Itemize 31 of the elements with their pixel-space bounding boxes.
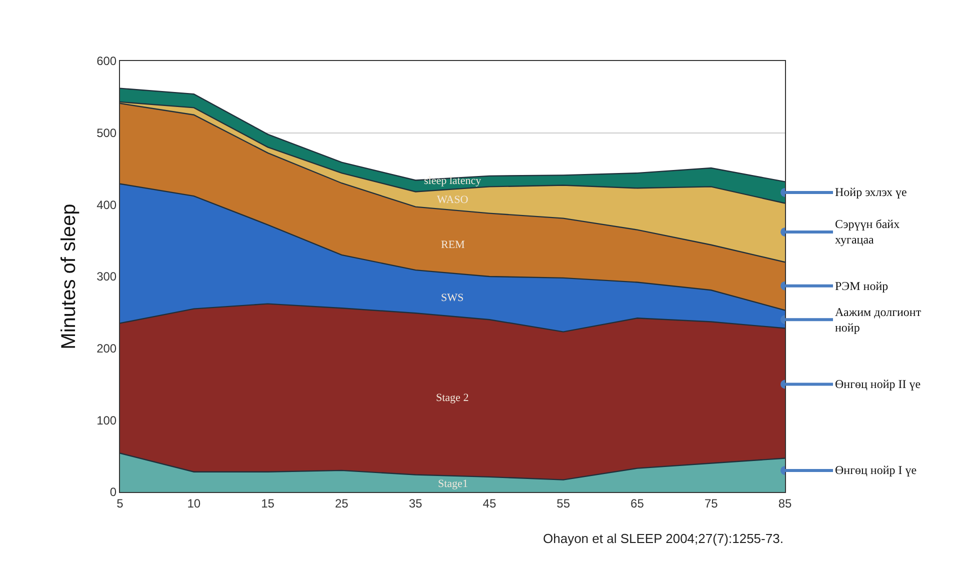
x-tick-label: 75 xyxy=(704,496,718,510)
y-tick-label: 200 xyxy=(96,342,117,356)
x-tick-label: 5 xyxy=(116,496,124,510)
y-tick-label: 400 xyxy=(96,198,117,212)
annotation: Сэрүүн байх хугацаа xyxy=(835,217,900,247)
x-tick-label: 55 xyxy=(556,496,570,510)
y-tick-label: 300 xyxy=(96,270,117,284)
annotation: Аажим долгионт нойр xyxy=(835,305,922,335)
series-label: sleep latency xyxy=(424,175,482,187)
text: Ohayon et al SLEEP 2004;27(7):1255-73. xyxy=(543,531,784,546)
x-tick-label: 25 xyxy=(334,496,349,510)
x-tick-label: 45 xyxy=(482,496,496,510)
x-tick-label: 10 xyxy=(187,496,201,510)
annotation: РЭМ нойр xyxy=(835,279,888,293)
y-tick-label: 500 xyxy=(96,126,117,140)
y-tick-label: 0 xyxy=(110,485,117,500)
series-label: SWS xyxy=(441,292,464,304)
x-tick-label: 85 xyxy=(778,496,792,510)
series-label: REM xyxy=(441,239,466,251)
y-tick-label: 600 xyxy=(96,54,117,68)
series-label: Stage 2 xyxy=(436,392,469,404)
annotation: Нойр эхлэх үе xyxy=(835,185,907,199)
x-tick-label: 65 xyxy=(630,496,644,510)
annotation: Өнгөц нойр I үе xyxy=(835,463,917,477)
series-label: WASO xyxy=(437,194,468,206)
x-tick-label: 15 xyxy=(261,496,275,510)
y-axis-title: Minutes of sleep xyxy=(58,204,80,350)
series-label: Stage1 xyxy=(438,478,468,490)
y-tick-label: 100 xyxy=(96,413,117,428)
x-tick-label: 35 xyxy=(408,496,423,510)
annotation: Өнгөц нойр II үе xyxy=(835,377,921,391)
